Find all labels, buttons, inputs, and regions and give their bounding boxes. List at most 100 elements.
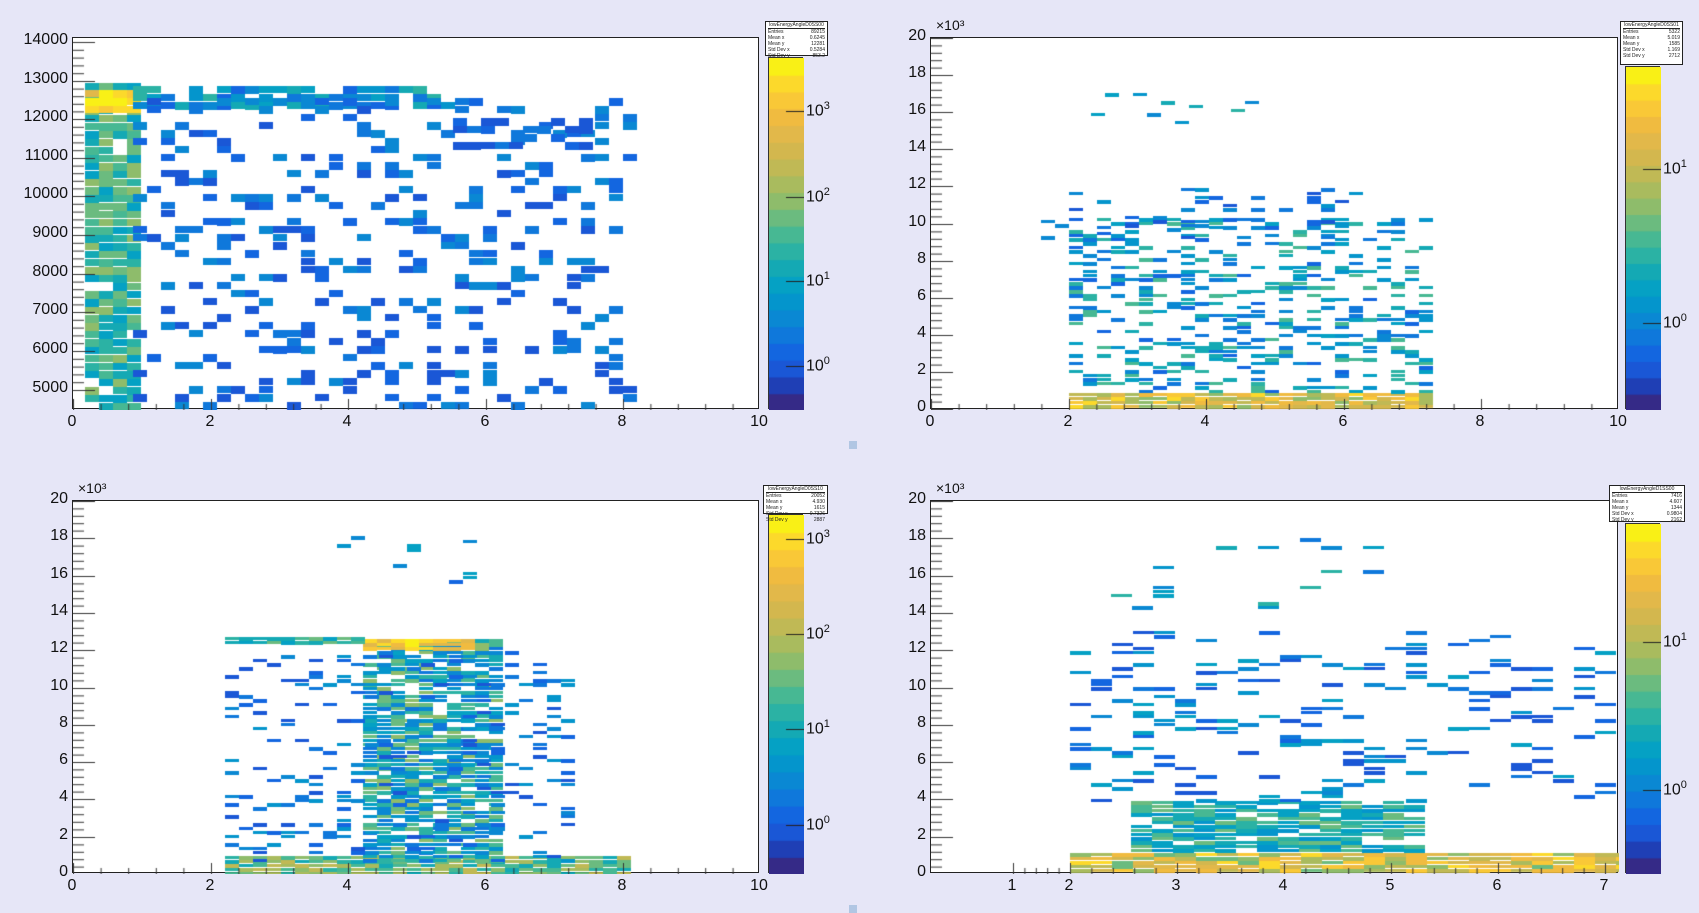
stats-row: Entries 5322: [1623, 29, 1680, 35]
stats-key: Std Dev y: [766, 517, 788, 523]
x-tick-label: 7: [1599, 877, 1609, 894]
stats-value: 12281: [811, 41, 825, 47]
stats-value: 2162: [1670, 517, 1682, 523]
palette-label: 100: [1663, 779, 1687, 799]
stats-key: Std Dev y: [1612, 517, 1634, 523]
stats-title: lowEnergyAngleD1SS00: [1612, 486, 1682, 493]
x-tick-label: 1: [1007, 877, 1017, 894]
stats-row: Entries 20052: [766, 493, 825, 499]
stats-box[interactable]: lowEnergyAngleD1SS00 Entries 7416 Mean x 4.6…: [1609, 485, 1685, 523]
y-tick-label: 4: [917, 788, 926, 805]
color-palette-axis[interactable]: [768, 57, 804, 410]
y-tick-label: 10: [50, 677, 68, 694]
y-axis-multiplier: ×10³: [78, 480, 107, 496]
pad-separator-handle[interactable]: [849, 905, 857, 913]
stats-key: Std Dev x: [766, 511, 788, 517]
y-tick-label: 6: [917, 287, 926, 304]
plot-frame[interactable]: [930, 500, 1619, 874]
y-tick-label: 16: [908, 565, 926, 582]
palette-label: 101: [1663, 158, 1687, 178]
x-tick-label: 2: [205, 413, 215, 430]
stats-row: Mean x 4.607: [1612, 499, 1682, 505]
stats-row: Mean x 5.019: [1623, 35, 1680, 41]
stats-value: 5.019: [1667, 35, 1680, 41]
stats-row: Mean y 1344: [1612, 505, 1682, 511]
stats-row: Entries 7416: [1612, 493, 1682, 499]
stats-row: Mean y 1585: [1623, 41, 1680, 47]
palette-gradient: [769, 58, 804, 410]
stats-value: 1585: [1668, 41, 1680, 47]
y-tick-label: 10: [908, 213, 926, 230]
color-palette-axis[interactable]: [1625, 523, 1661, 874]
stats-row: Std Dev x 0.5284: [768, 47, 825, 53]
stats-key: Std Dev x: [1612, 511, 1634, 517]
color-palette-axis[interactable]: [1625, 66, 1661, 410]
y-axis-multiplier: ×10³: [936, 17, 965, 33]
y-tick-label: 18: [908, 64, 926, 81]
y-tick-label: 4: [917, 324, 926, 341]
palette-label: 100: [806, 355, 830, 375]
heatmap-canvas[interactable]: [73, 38, 760, 410]
stats-value: 1615: [813, 505, 825, 511]
stats-key: Mean y: [1612, 505, 1629, 511]
y-tick-label: 6: [917, 751, 926, 768]
heatmap-canvas[interactable]: [931, 501, 1619, 874]
y-tick-label: 20: [908, 27, 926, 44]
palette-label: 103: [806, 100, 830, 120]
stats-box[interactable]: lowEnergyAngleD0SS01 Entries 5322 Mean x 5.0…: [1620, 21, 1683, 65]
y-tick-label: 14: [50, 602, 68, 619]
pad-separator-handle[interactable]: [849, 441, 857, 449]
plot-frame[interactable]: [930, 37, 1619, 410]
stats-value: 1.169: [1667, 47, 1680, 53]
x-tick-label: 0: [925, 413, 935, 430]
y-tick-label: 4: [59, 788, 68, 805]
x-tick-label: 0: [67, 413, 77, 430]
stats-row: Std Dev x 1.169: [1623, 47, 1680, 53]
x-tick-label: 2: [205, 877, 215, 894]
stats-box[interactable]: lowEnergyAngleD0SS10 Entries 20052 Mean x 4.…: [763, 485, 828, 523]
x-tick-label: 6: [480, 413, 490, 430]
color-palette-axis[interactable]: [768, 514, 804, 874]
stats-key: Mean x: [768, 35, 785, 41]
stats-key: Mean x: [1612, 499, 1629, 505]
x-tick-label: 6: [480, 877, 490, 894]
y-tick-label: 8: [59, 714, 68, 731]
y-tick-label: 8000: [32, 263, 68, 280]
y-tick-label: 5000: [32, 379, 68, 396]
y-tick-label: 2: [917, 826, 926, 843]
stats-key: Std Dev x: [768, 47, 790, 53]
stats-value: 0.5284: [809, 47, 825, 53]
y-tick-label: 0: [917, 398, 926, 415]
x-tick-label: 8: [617, 877, 627, 894]
stats-row: Std Dev x 0.9804: [1612, 511, 1682, 517]
heatmap-canvas[interactable]: [931, 38, 1619, 410]
palette-label: 101: [806, 270, 830, 290]
x-tick-label: 10: [750, 877, 768, 894]
x-tick-label: 4: [1278, 877, 1288, 894]
y-tick-label: 2: [59, 826, 68, 843]
x-tick-label: 4: [1200, 413, 1210, 430]
stats-key: Mean x: [766, 499, 783, 505]
y-tick-label: 0: [59, 863, 68, 880]
stats-title: lowEnergyAngleD0SS10: [766, 486, 825, 493]
stats-box[interactable]: lowEnergyAngleD0SS00 Entries 89215 Mean x 0.…: [765, 21, 828, 59]
y-tick-label: 18: [908, 527, 926, 544]
y-tick-label: 0: [917, 863, 926, 880]
y-tick-label: 2: [917, 361, 926, 378]
stats-key: Entries: [1623, 29, 1639, 35]
y-tick-label: 20: [908, 490, 926, 507]
stats-row: Std Dev y 2712: [1623, 53, 1680, 59]
stats-row: Entries 89215: [768, 29, 825, 35]
x-tick-label: 6: [1492, 877, 1502, 894]
y-tick-label: 14: [908, 602, 926, 619]
stats-row: Mean y 12281: [768, 41, 825, 47]
y-tick-label: 6000: [32, 340, 68, 357]
stats-key: Mean y: [768, 41, 785, 47]
heatmap-canvas[interactable]: [73, 501, 760, 874]
plot-frame[interactable]: [72, 37, 760, 410]
plot-frame[interactable]: [72, 500, 760, 874]
y-tick-label: 8: [917, 714, 926, 731]
x-tick-label: 8: [617, 413, 627, 430]
x-tick-label: 6: [1338, 413, 1348, 430]
stats-value: 1344: [1670, 505, 1682, 511]
